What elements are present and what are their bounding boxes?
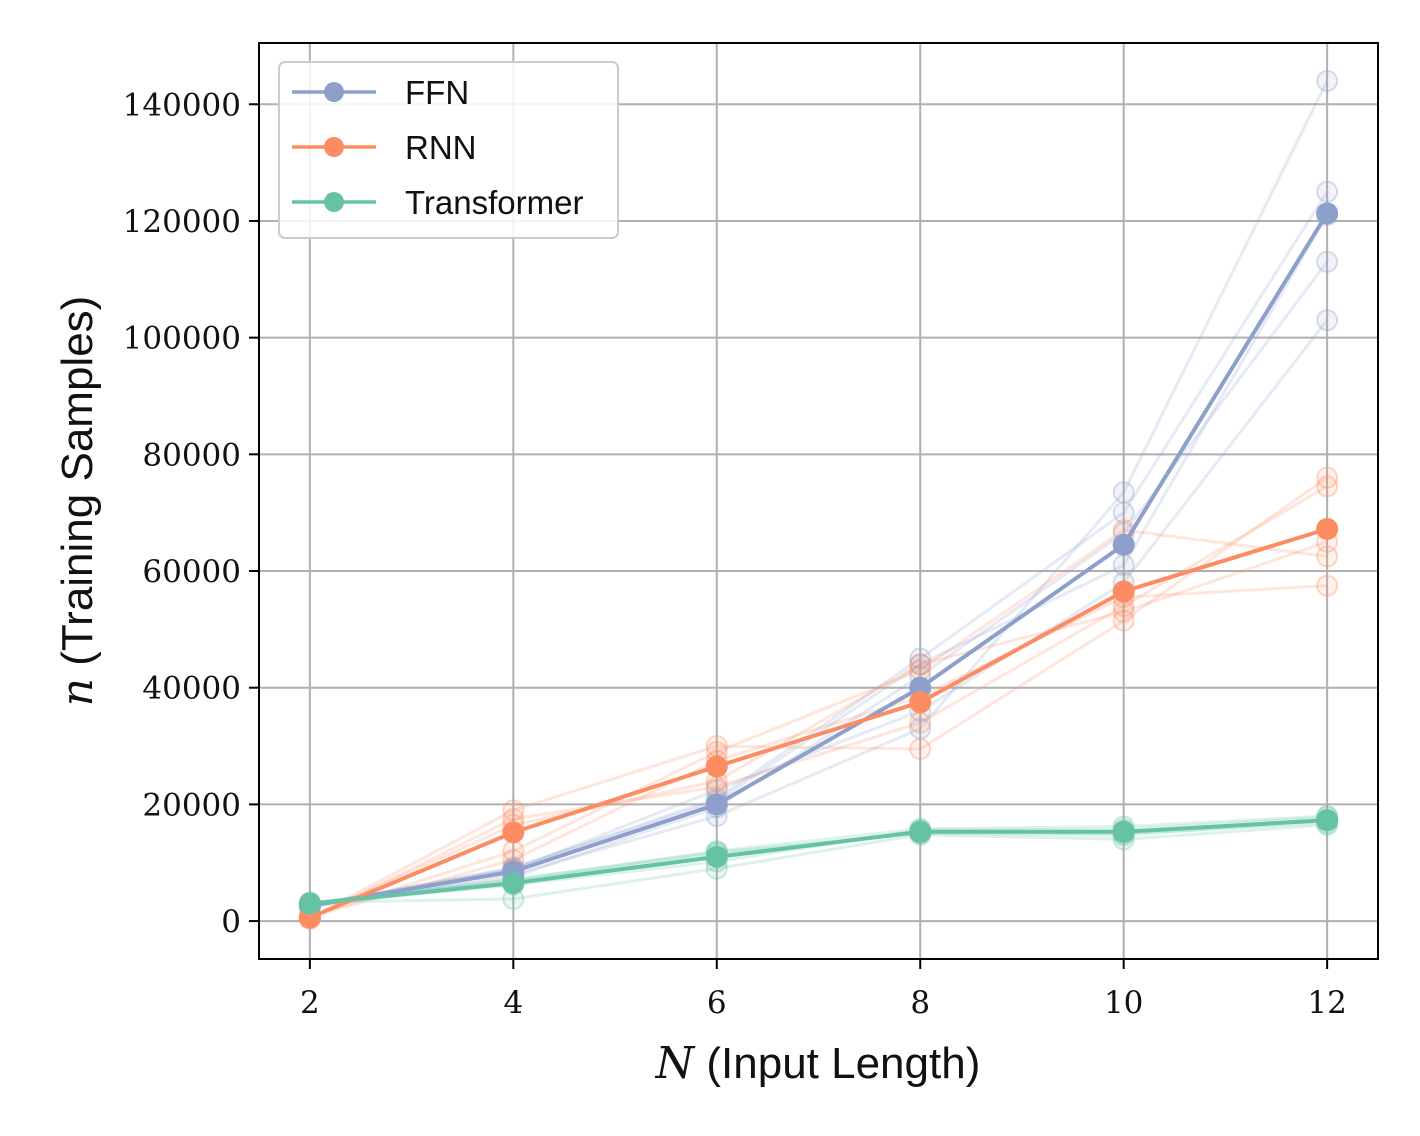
x-tick-label: 2 <box>300 985 320 1021</box>
x-tick-label: 4 <box>503 985 523 1021</box>
ffn-point <box>705 793 728 816</box>
rnn-run-point <box>909 711 932 734</box>
ffn-run-point <box>1316 309 1339 332</box>
rnn-run-point <box>1316 574 1339 597</box>
ffn-run-point <box>909 653 932 676</box>
x-tick-label: 10 <box>1104 985 1143 1021</box>
mean-series <box>298 202 1339 929</box>
rnn-run-point <box>1316 475 1339 498</box>
rnn-run-point <box>1112 609 1135 632</box>
rnn-run-point <box>1316 545 1339 568</box>
ffn-run-point <box>909 717 932 740</box>
rnn-point <box>1316 518 1339 541</box>
x-tick-label: 12 <box>1307 985 1346 1021</box>
rnn-run-line <box>309 528 1328 918</box>
transformer-point <box>909 820 932 843</box>
y-axis-title: n (Training Samples) <box>52 296 103 707</box>
rnn-point <box>1112 580 1135 603</box>
rnn-run-point <box>1112 600 1135 623</box>
transformer-point <box>1316 809 1339 832</box>
y-tick-label: 140000 <box>123 87 241 123</box>
x-axis-title-space <box>694 1039 706 1088</box>
legend-item-rnn: RNN <box>292 129 477 166</box>
y-axis-title-math: n <box>52 678 103 706</box>
rnn-run-point <box>502 799 525 822</box>
ffn-run-point <box>1316 250 1339 273</box>
y-tick-label: 80000 <box>142 437 241 473</box>
ffn-run-point <box>909 647 932 670</box>
rnn-series-line <box>309 527 1328 920</box>
ffn-run-point <box>1112 501 1135 524</box>
ffn-run-line <box>309 190 1329 907</box>
transformer-run-line <box>309 814 1328 906</box>
rnn-run-line <box>309 584 1328 919</box>
rnn-run-line <box>309 485 1328 921</box>
ffn-point <box>1316 202 1339 225</box>
transformer-point <box>502 872 525 895</box>
axis-ticks: 2 4 6 8 10 12 0 20000 40000 60000 80000 100000 12000… <box>123 87 1347 1021</box>
x-tick-label: 6 <box>707 985 727 1021</box>
transformer-point <box>298 892 321 915</box>
ffn-run-point <box>1316 180 1339 203</box>
rnn-run-line <box>309 540 1328 919</box>
legend: FFN RNN Transformer <box>278 61 619 239</box>
y-tick-label: 0 <box>221 904 241 940</box>
rnn-run-point <box>909 653 932 676</box>
y-tick-label: 60000 <box>142 554 241 590</box>
legend-label-rnn: RNN <box>405 129 477 166</box>
ffn-run-point <box>1112 481 1135 504</box>
legend-label-ffn: FFN <box>405 74 469 111</box>
y-tick-label: 20000 <box>142 787 241 823</box>
rnn-point <box>502 821 525 844</box>
legend-marker-transformer <box>324 192 344 212</box>
y-axis-title-text: (Training Samples) <box>53 296 102 666</box>
x-axis-title-math: N <box>655 1038 696 1089</box>
x-tick-label: 8 <box>910 985 930 1021</box>
ffn-point <box>1112 533 1135 556</box>
y-tick-label: 120000 <box>123 204 241 240</box>
legend-label-transformer: Transformer <box>405 184 583 221</box>
rnn-run-point <box>909 737 932 760</box>
transformer-run-line <box>309 823 1328 904</box>
y-tick-label: 40000 <box>142 671 241 707</box>
transformer-series-line <box>309 818 1328 906</box>
ffn-run-point <box>1316 69 1339 92</box>
ffn-series-line <box>309 212 1329 908</box>
transformer-point <box>1112 820 1135 843</box>
legend-marker-rnn <box>324 137 344 157</box>
ffn-run-line <box>309 80 1329 908</box>
y-tick-label: 100000 <box>123 321 241 357</box>
legend-item-transformer: Transformer <box>292 184 583 221</box>
rnn-point <box>909 691 932 714</box>
y-axis-title-space <box>53 666 102 678</box>
legend-marker-ffn <box>324 82 344 102</box>
plot-frame <box>258 42 1379 960</box>
rnn-point <box>705 755 728 778</box>
rnn-run-point <box>1316 466 1339 489</box>
transformer-point <box>705 845 728 868</box>
ffn-run-point <box>1112 554 1135 577</box>
legend-item-ffn: FFN <box>292 74 469 111</box>
x-axis-title: N (Input Length) <box>655 1038 981 1089</box>
legend-box <box>278 61 619 239</box>
x-axis-title-text: (Input Length) <box>706 1039 980 1088</box>
